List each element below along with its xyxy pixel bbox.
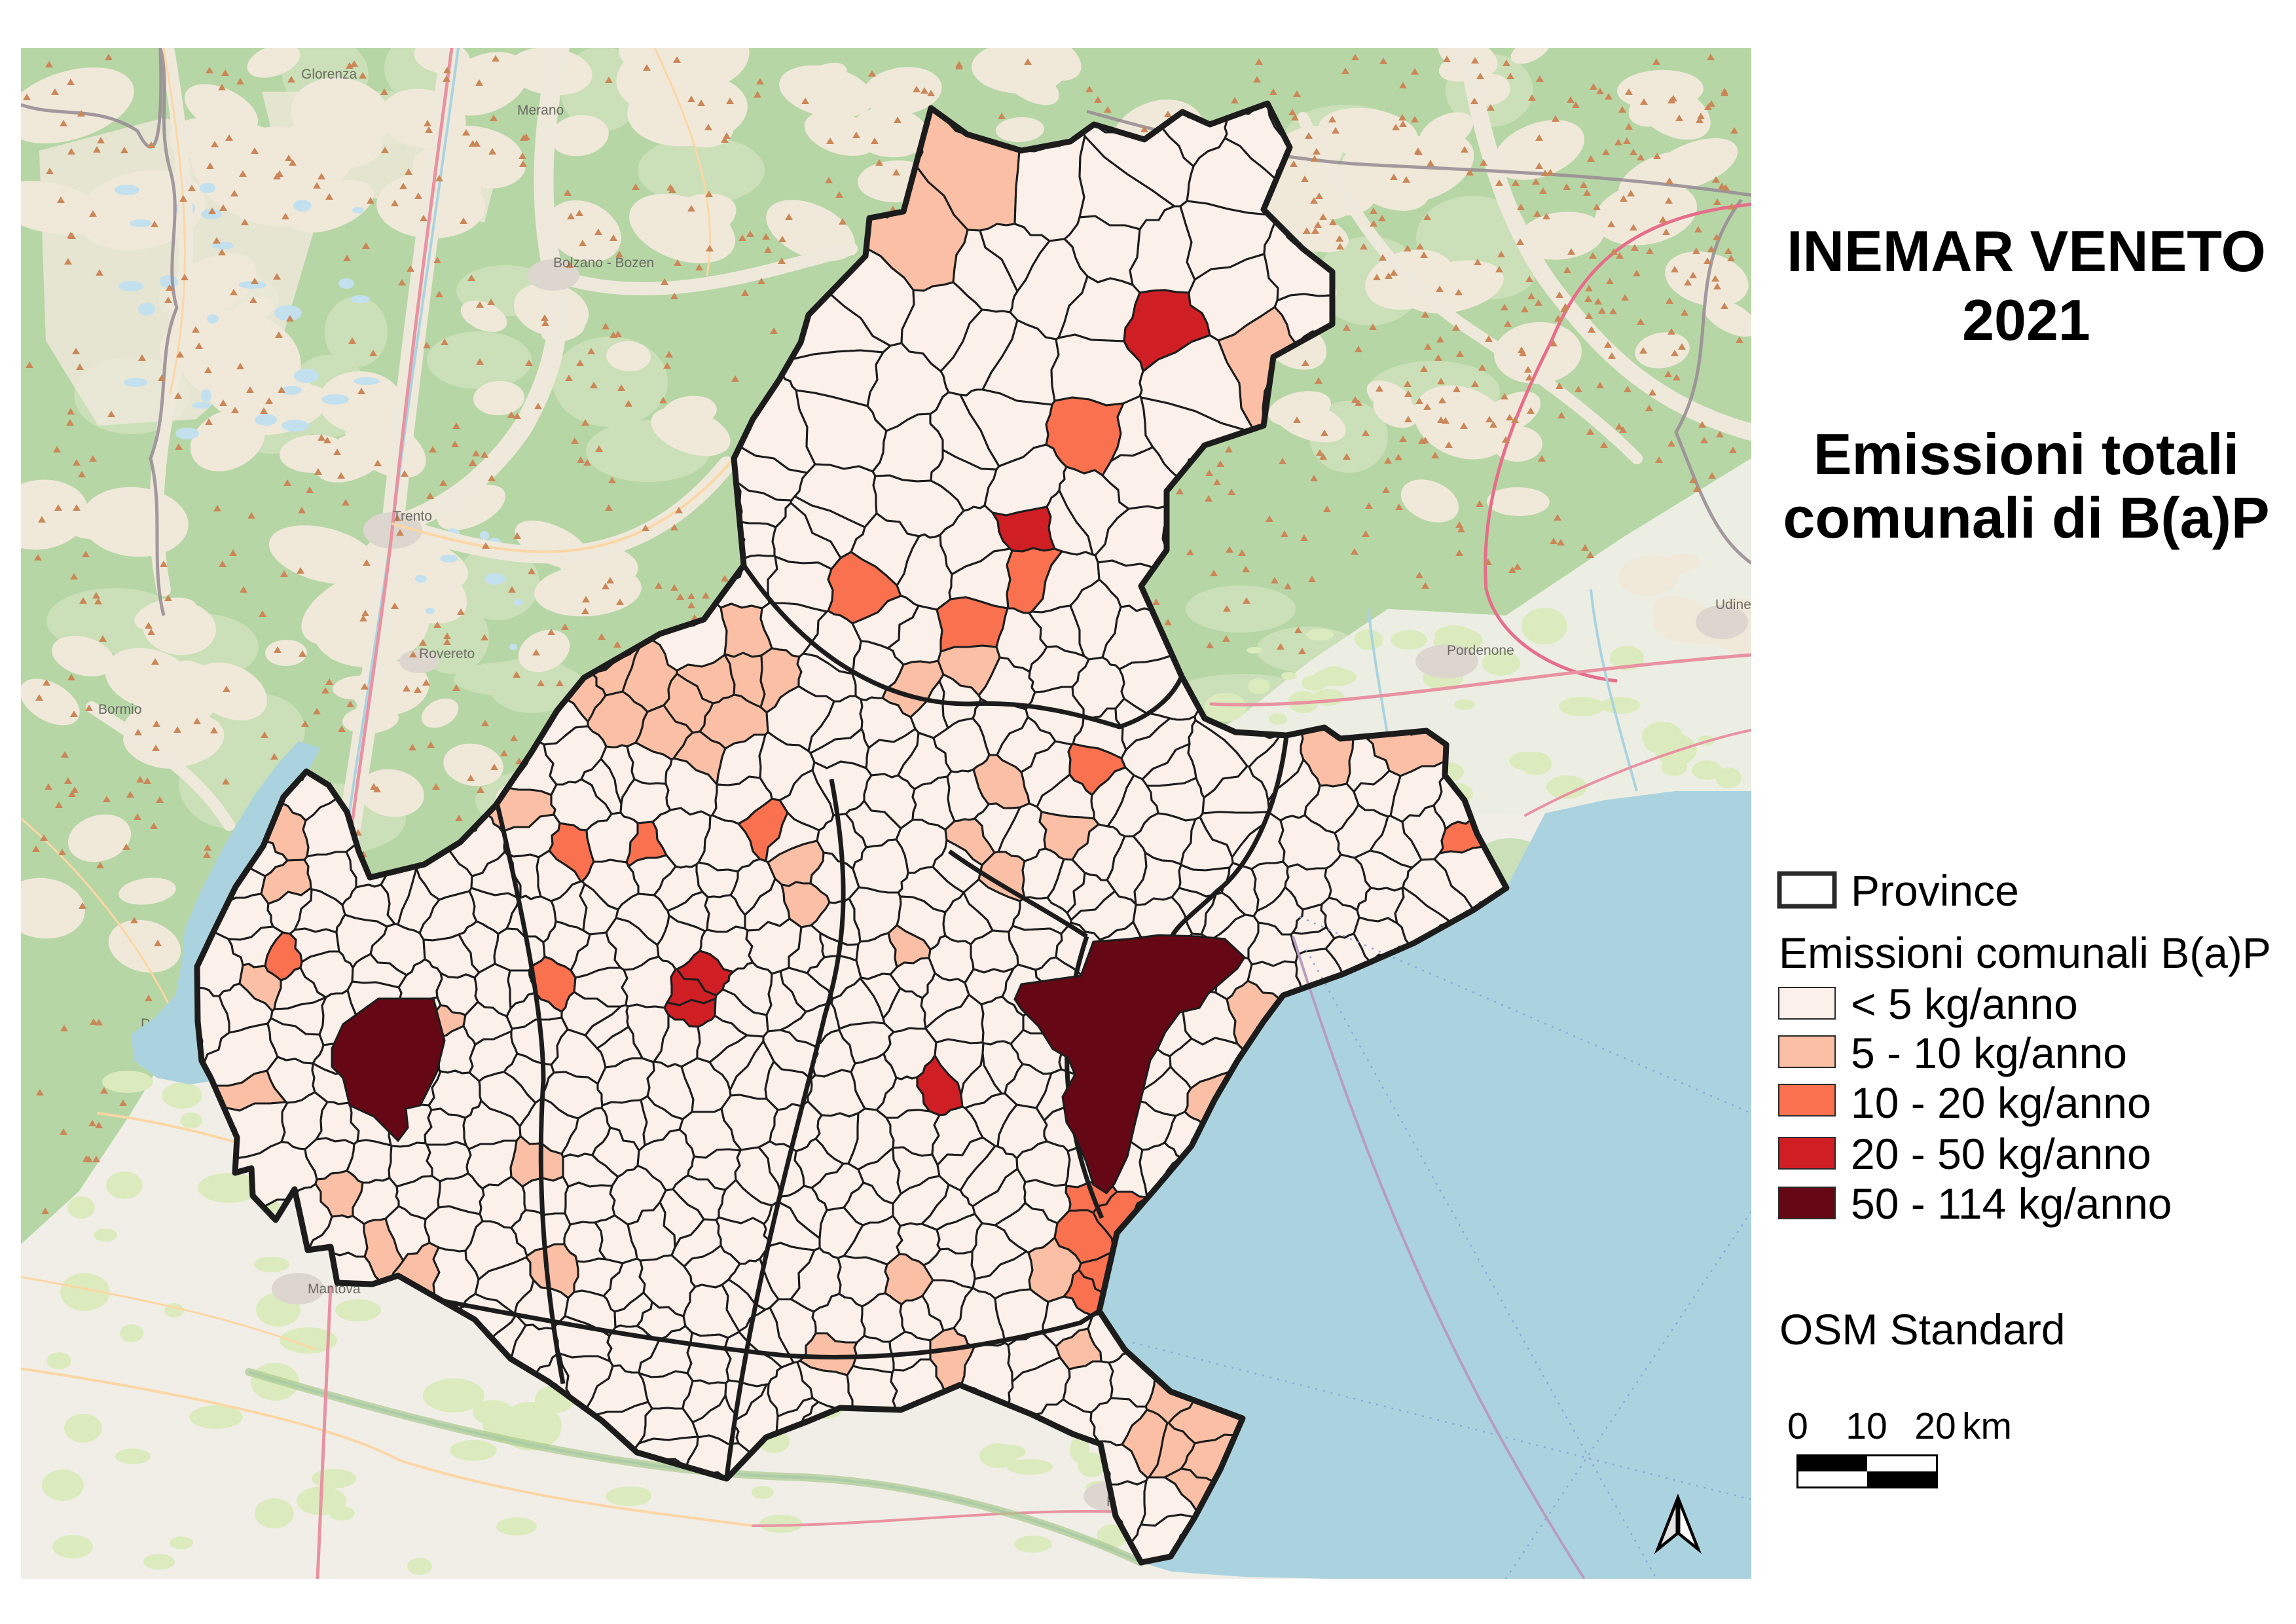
svg-text:Merano: Merano	[517, 103, 564, 118]
svg-text:Udine: Udine	[1715, 597, 1751, 612]
svg-text:Rovereto: Rovereto	[419, 646, 475, 661]
svg-text:Glorenza: Glorenza	[301, 67, 357, 82]
svg-text:Pordenone: Pordenone	[1447, 643, 1514, 658]
svg-text:Bolzano - Bozen: Bolzano - Bozen	[553, 255, 654, 270]
svg-text:Trento: Trento	[393, 509, 432, 524]
svg-text:Bormio: Bormio	[98, 702, 142, 717]
